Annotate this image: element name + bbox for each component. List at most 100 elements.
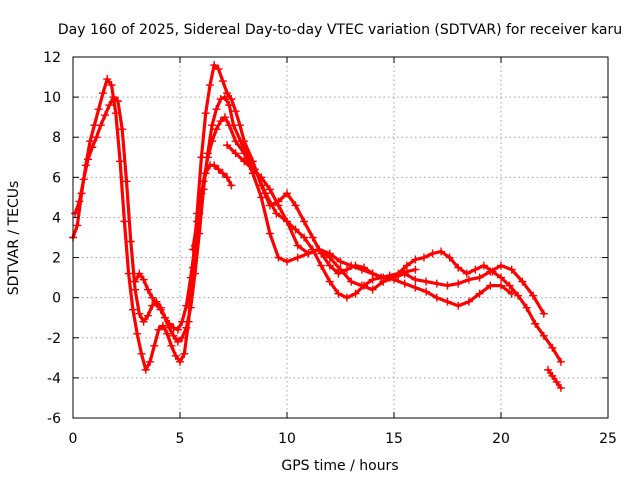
data-point: [205, 81, 214, 90]
data-point: [109, 93, 118, 102]
data-point: [126, 237, 135, 246]
data-point: [531, 319, 540, 328]
data-point: [131, 285, 140, 294]
series-line: [71, 63, 563, 372]
data-point: [400, 279, 409, 288]
data-point: [257, 173, 266, 182]
data-point: [118, 125, 127, 134]
data-point: [105, 101, 114, 110]
data-point: [360, 281, 369, 290]
data-point: [180, 349, 189, 358]
data-point: [214, 165, 223, 174]
data-point: [325, 261, 334, 270]
series-track-5: [223, 141, 420, 302]
data-point: [293, 241, 302, 250]
data-point: [411, 255, 420, 264]
series-track-2: [71, 93, 548, 346]
data-point: [552, 377, 561, 386]
y-axis-label: SDTVAR / TECUs: [6, 181, 22, 296]
data-point: [98, 89, 107, 98]
data-point: [141, 365, 150, 374]
data-point: [347, 261, 356, 270]
data-point: [169, 323, 178, 332]
data-point: [432, 293, 441, 302]
data-point: [150, 341, 159, 350]
data-point: [197, 189, 206, 198]
y-tick-labels: -6 -4 -2 0 2 4 6 8 10 12: [43, 50, 61, 427]
data-point: [497, 261, 505, 270]
data-point: [212, 105, 221, 114]
data-point: [225, 101, 234, 110]
data-point: [334, 289, 343, 298]
data-point: [308, 233, 317, 242]
x-tick-label: 0: [69, 431, 78, 447]
data-point: [240, 149, 249, 158]
data-point: [120, 217, 129, 226]
data-point: [208, 137, 217, 146]
data-point: [514, 291, 523, 300]
data-point: [201, 169, 210, 178]
y-tick-label: 4: [52, 210, 61, 226]
grid: [73, 57, 608, 418]
data-point: [135, 269, 144, 278]
data-point: [411, 275, 420, 284]
y-tick-label: 0: [52, 291, 61, 307]
data-point: [556, 383, 565, 392]
data-point: [334, 269, 343, 278]
data-point: [214, 65, 223, 74]
data-point: [351, 289, 360, 298]
tick-marks: [72, 56, 609, 419]
data-point: [163, 329, 172, 338]
data-point: [225, 121, 234, 130]
data-point: [283, 257, 291, 266]
data-point: [261, 189, 270, 198]
data-point: [539, 309, 548, 318]
data-point: [432, 279, 441, 288]
data-point: [522, 303, 531, 312]
data-point: [342, 293, 351, 302]
x-axis-label: GPS time / hours: [281, 458, 398, 474]
data-point: [231, 137, 240, 146]
data-point: [173, 337, 182, 346]
data-point: [131, 277, 140, 286]
data-point: [178, 317, 187, 326]
data-point: [124, 269, 133, 278]
data-point: [231, 107, 240, 116]
data-point: [539, 331, 548, 340]
data-point: [486, 281, 495, 290]
data-point: [86, 137, 95, 146]
data-point: [454, 263, 463, 272]
y-tick-label: 8: [52, 130, 61, 146]
data-point: [182, 323, 191, 332]
data-point: [96, 121, 105, 130]
data-point: [462, 269, 471, 278]
data-point: [178, 333, 187, 342]
data-point: [464, 275, 473, 284]
y-tick-label: -2: [47, 331, 61, 347]
data-point: [437, 247, 446, 256]
data-point: [169, 331, 178, 340]
data-point: [556, 357, 565, 366]
data-point: [428, 249, 437, 258]
data-point: [122, 177, 131, 186]
data-point: [336, 265, 345, 274]
data-point: [274, 253, 283, 262]
data-point: [300, 233, 309, 242]
data-point: [116, 157, 125, 166]
data-point: [152, 299, 161, 308]
data-point: [445, 253, 454, 262]
data-point: [507, 265, 516, 274]
data-point: [411, 265, 420, 274]
data-point: [325, 277, 334, 286]
data-point: [92, 133, 101, 142]
series-line: [546, 368, 563, 390]
data-point: [471, 265, 480, 274]
data-point: [422, 287, 431, 296]
data-point: [203, 153, 212, 162]
data-point: [368, 275, 377, 284]
data-point: [240, 157, 249, 166]
data-point: [75, 197, 84, 206]
data-point: [336, 257, 345, 266]
x-tick-label: 15: [385, 431, 403, 447]
data-point: [272, 209, 281, 218]
